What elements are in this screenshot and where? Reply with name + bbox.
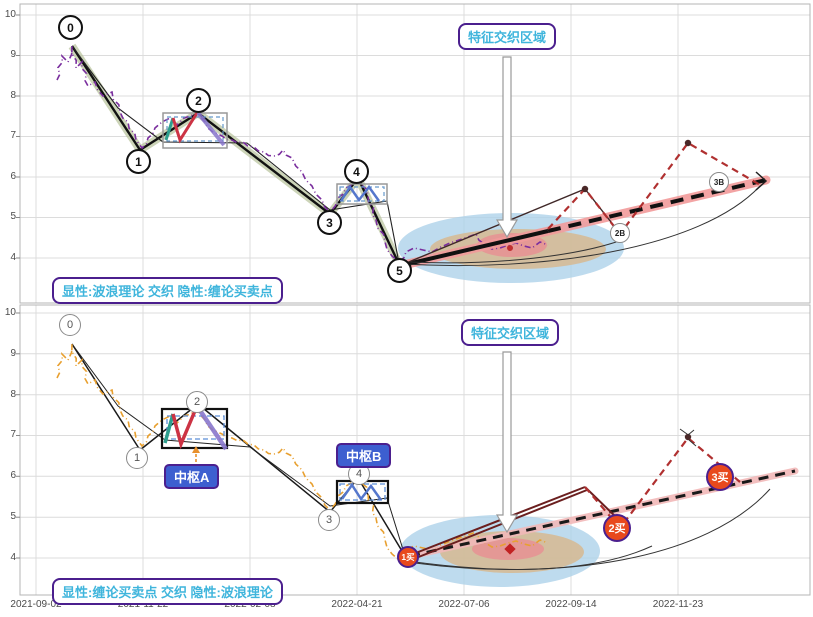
buy-mark-2B: 2B [610,223,630,243]
wave-line-top [68,43,403,266]
pivot-b-label: 中枢B [336,443,392,468]
grid-lines [20,4,810,595]
y-tick: 5 [10,511,16,522]
overlap-region-label-top: 特征交织区域 [458,23,557,50]
down-arrow-top [495,56,519,239]
down-arrow-bottom [495,351,519,534]
wave-point-4: 4 [344,159,369,184]
projection-bottom [407,428,771,570]
x-tick: 2022-07-06 [438,599,490,610]
y-tick: 10 [4,9,16,20]
wave-point-3: 3 [317,210,342,235]
x-tick: 2022-11-23 [652,599,704,610]
wave-point-5: 5 [387,258,412,283]
y-tick: 6 [10,171,16,182]
pivot-a-label: 中枢A [164,464,220,489]
wave-point-1: 1 [126,149,151,174]
y-tick: 7 [10,429,16,440]
y-tick: 8 [10,90,16,101]
y-tick: 8 [10,389,16,400]
buy-point-3: 3买 [706,463,734,491]
wave-point-2: 2 [186,391,208,413]
y-tick: 6 [10,470,16,481]
buy-point-1: 1买 [397,546,419,568]
trend-line-bottom [406,467,799,560]
wave-point-0: 0 [58,15,83,40]
y-tick: 10 [4,307,16,318]
y-tick: 9 [10,348,16,359]
buy-mark-3B: 3B [709,172,729,192]
wave-point-2: 2 [186,88,211,113]
buy-point-2: 2买 [603,514,631,542]
y-tick: 9 [10,49,16,60]
pivot-box-a [160,404,229,462]
x-tick: 2021-09-02 [10,599,62,610]
y-tick: 4 [10,252,16,263]
y-tick-marks [16,14,20,559]
x-tick: 2022-04-21 [331,599,383,610]
y-tick: 5 [10,211,16,222]
wave-point-0: 0 [59,314,81,336]
pivot-box-top-2 [336,183,388,205]
legend-label-top: 显性:波浪理论 交织 隐性:缠论买卖点 [52,277,283,304]
wave-point-1: 1 [126,447,148,469]
y-tick: 7 [10,130,16,141]
legend-label-bottom: 显性:缠论买卖点 交织 隐性:波浪理论 [52,578,283,605]
y-tick: 4 [10,552,16,563]
trend-line-top [394,175,771,271]
pivot-box-top-1 [162,111,228,149]
x-tick: 2022-09-14 [545,599,597,610]
overlap-region-label-bottom: 特征交织区域 [461,319,560,346]
price-line-top [56,45,549,264]
panel-borders [19,3,811,596]
wave-point-3: 3 [318,509,340,531]
